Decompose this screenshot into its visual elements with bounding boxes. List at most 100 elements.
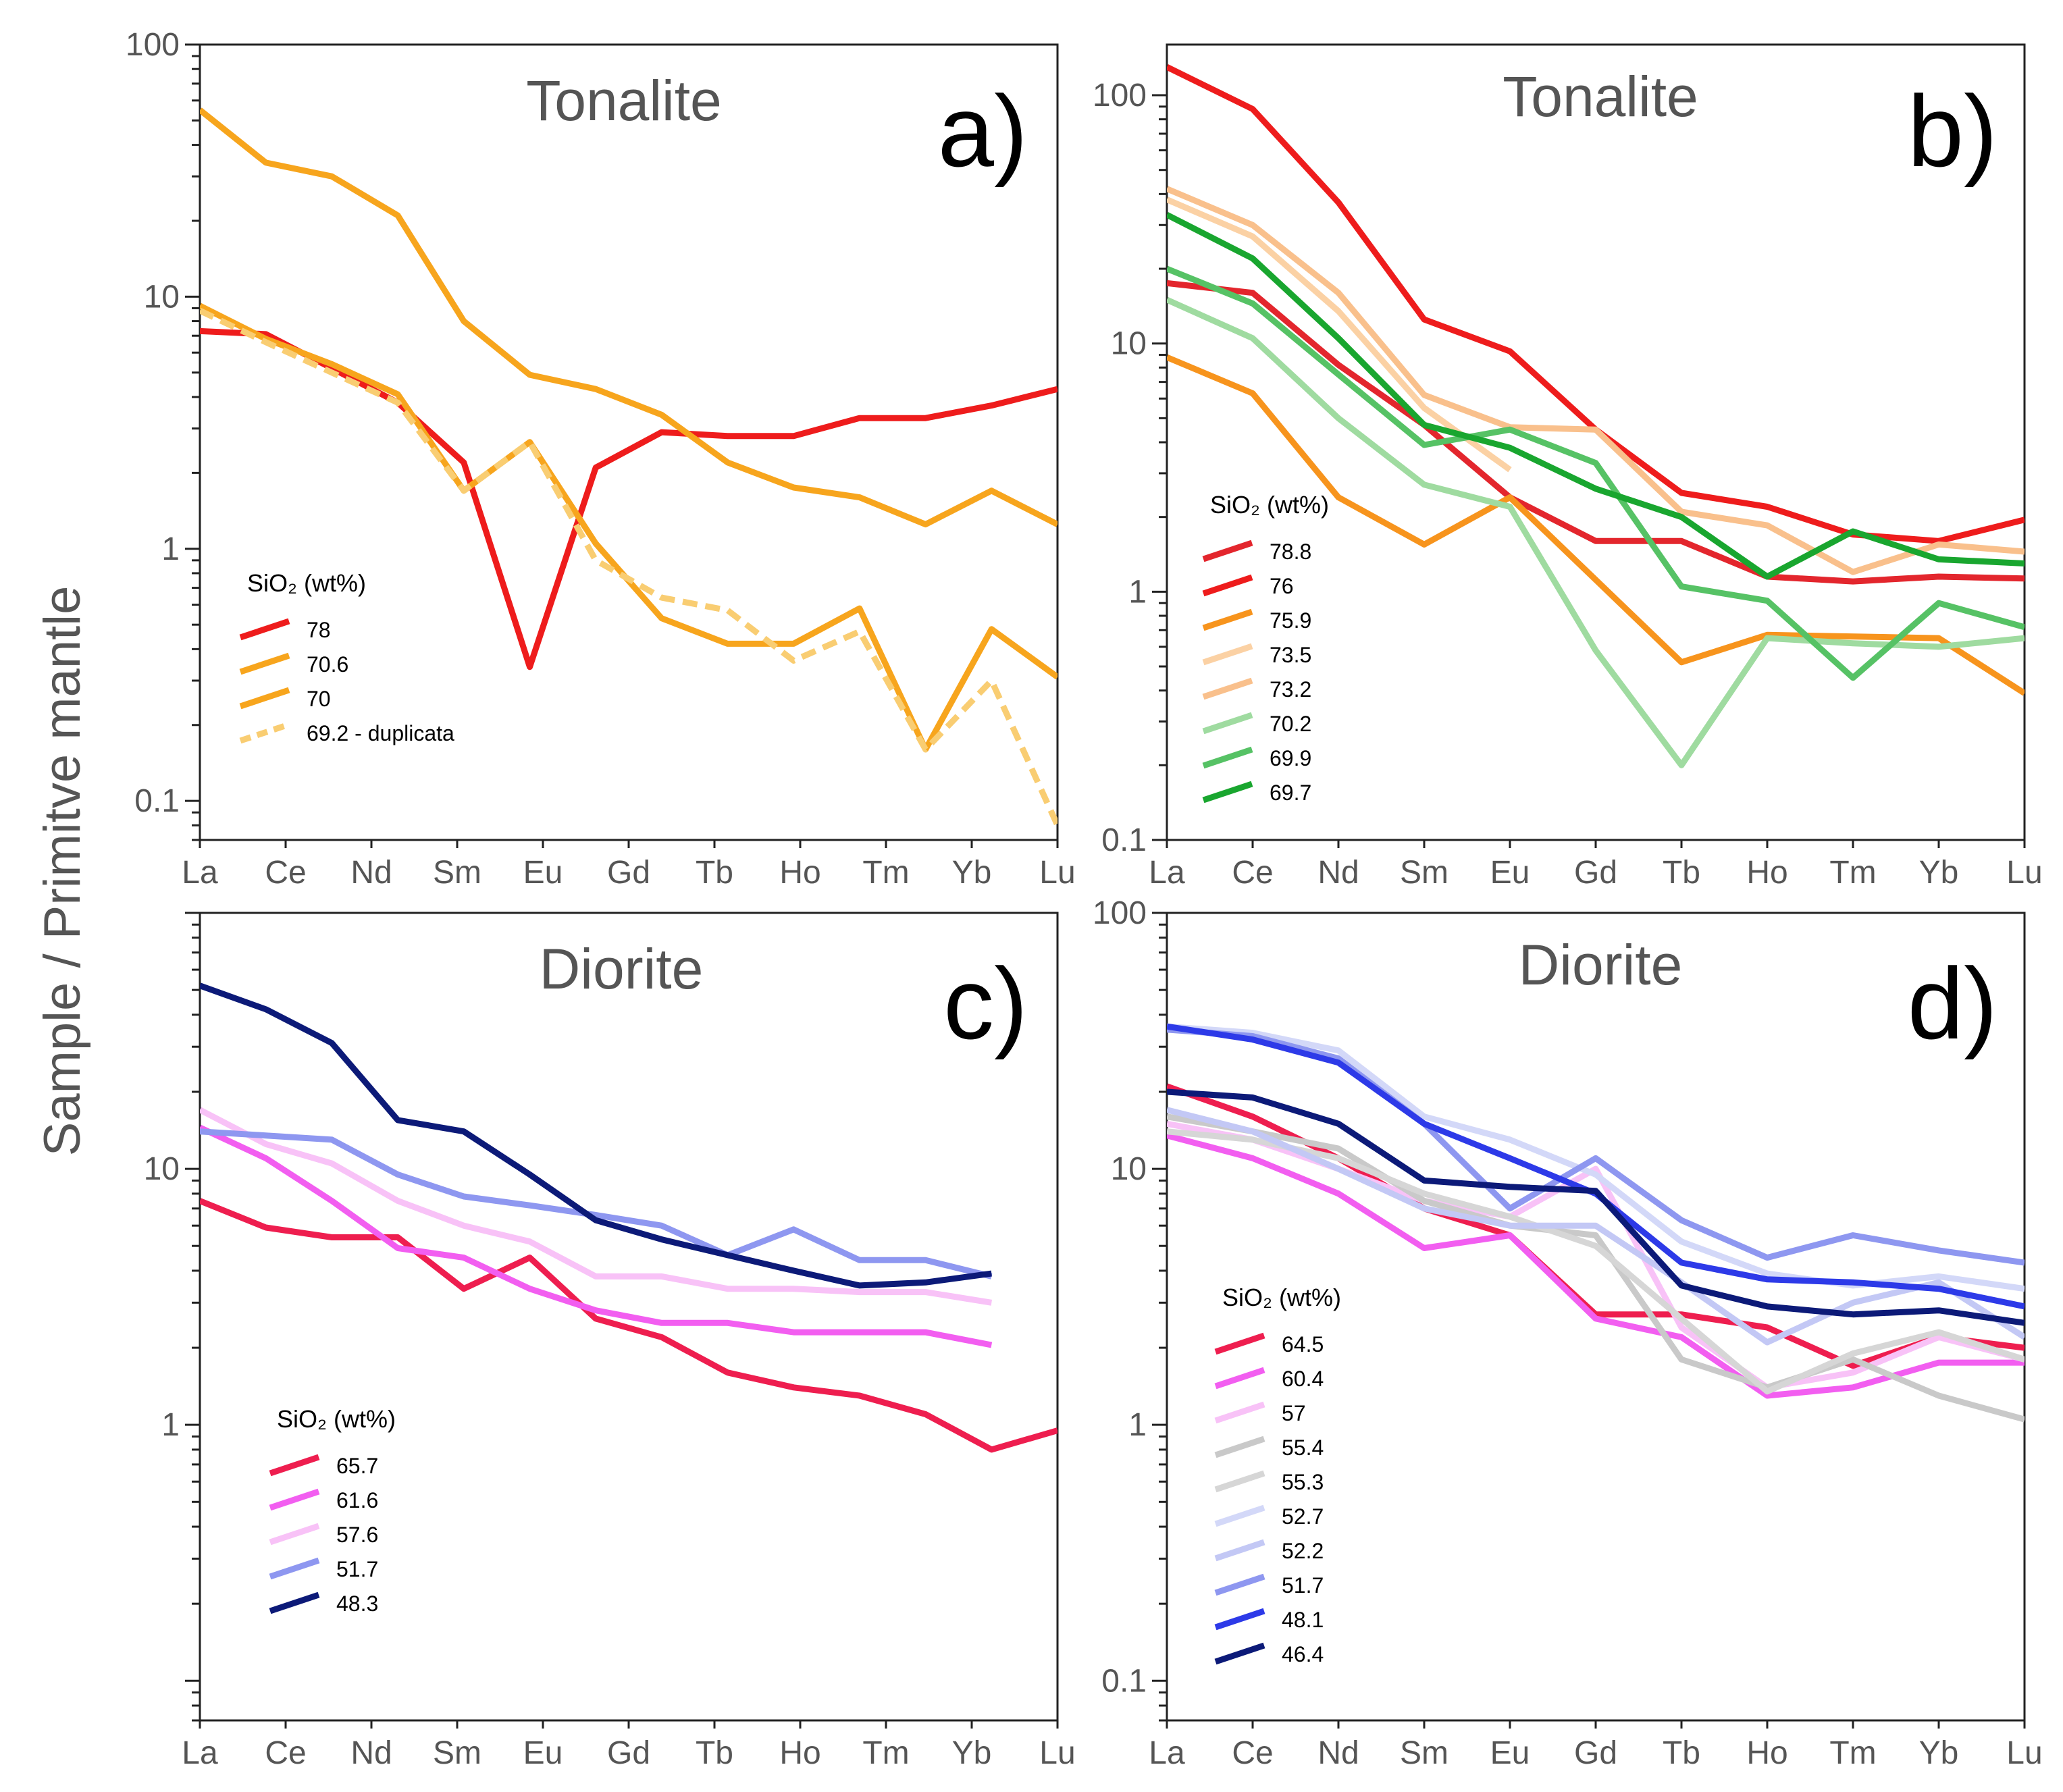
legend-entry: 57: [1282, 1401, 1306, 1425]
y-tick-label: 100: [1093, 895, 1147, 931]
panel-a: La Ce Nd Sm Eu Gd Tb Ho Tm Yb Lu 100 10 1 0.1 Tonalite a…: [126, 27, 1076, 891]
legend-entry: 65.7: [336, 1454, 378, 1478]
legend-entry: 52.2: [1282, 1539, 1324, 1563]
x-tick-label-ce: Ce: [1232, 1735, 1273, 1771]
legend-swatch: [269, 1488, 320, 1511]
legend-entry: 57.6: [336, 1523, 378, 1547]
series-line-48-3: [200, 982, 992, 1289]
legend-entry: 51.7: [336, 1557, 378, 1581]
legend-swatch: [239, 652, 290, 675]
legend-entry: 55.3: [1282, 1470, 1324, 1494]
legend-swatch: [1202, 781, 1253, 803]
legend-entry: 73.5: [1270, 643, 1311, 667]
legend-swatch: [1214, 1539, 1265, 1562]
series-group: [1167, 64, 2025, 768]
series-line-69-2-duplicata: [200, 308, 1057, 827]
legend-swatch: [1214, 1504, 1265, 1527]
legend-entry: 48.3: [336, 1591, 378, 1616]
x-tick-label-eu: Eu: [523, 855, 563, 891]
legend-swatch: [1202, 608, 1253, 631]
y-tick-label: 0.1: [134, 783, 180, 819]
x-tick-label-lu: Lu: [2006, 855, 2042, 891]
legend-entry: 61.6: [336, 1488, 378, 1512]
legend-entry: 55.4: [1282, 1435, 1324, 1460]
series-group: [1167, 1023, 2025, 1423]
legend-entry: 48.1: [1282, 1608, 1324, 1632]
legend-entry: 70.2: [1270, 712, 1311, 736]
legend-swatch: [1214, 1367, 1265, 1390]
y-tick-label: 10: [144, 1151, 180, 1187]
y-tick-label: 1: [1128, 574, 1147, 610]
x-tick-label-gd: Gd: [1574, 1735, 1617, 1771]
legend-entry: 73.2: [1270, 677, 1311, 702]
legend-swatch: [1214, 1332, 1265, 1355]
series-line-51-7: [200, 1128, 993, 1280]
x-tick-label-ho: Ho: [779, 1735, 820, 1771]
x-tick-label-eu: Eu: [1490, 855, 1530, 891]
series-line-69-7: [1167, 212, 2025, 580]
legend-entry: 70.6: [307, 652, 348, 677]
legend-swatch: [1214, 1401, 1265, 1424]
series-group: [200, 107, 1057, 827]
legend-swatch: [1214, 1470, 1265, 1493]
x-tick-label-lu: Lu: [2006, 1735, 2042, 1771]
panel-title: Diorite: [540, 937, 704, 1001]
y-tick-label: 100: [1093, 78, 1147, 113]
legend-swatch: [239, 687, 290, 710]
y-tick-label: 10: [144, 279, 180, 315]
legend-swatch: [1202, 574, 1253, 597]
panel-title: Diorite: [1519, 933, 1683, 997]
x-tick-label-tm: Tm: [1829, 855, 1876, 891]
x-tick-label-ho: Ho: [1746, 855, 1787, 891]
legend-title: SiO₂ (wt%): [277, 1405, 396, 1433]
series-line-78: [200, 327, 1057, 670]
legend-entry: 46.4: [1282, 1642, 1324, 1666]
series-line-78-8: [1167, 280, 2025, 585]
legend: SiO₂ (wt%) 78 70.6 70 69.2 - duplicata: [239, 569, 454, 745]
panel-title: Tonalite: [526, 69, 722, 132]
y-tick-label: 100: [126, 27, 180, 63]
series-line-51-7: [1167, 1026, 2025, 1266]
legend-swatch: [1214, 1435, 1265, 1458]
legend-entry: 69.2 - duplicata: [307, 721, 454, 745]
y-tick-label: 10: [1111, 1151, 1147, 1187]
x-tick-label-nd: Nd: [1317, 855, 1359, 891]
legend: SiO₂ (wt%) 65.7 61.6 57.6 51.7 48.3: [269, 1405, 396, 1616]
y-tick-label: 1: [161, 1407, 180, 1443]
legend-entry: 78.8: [1270, 539, 1311, 564]
legend-swatch: [269, 1523, 320, 1546]
x-tick-label-gd: Gd: [607, 1735, 650, 1771]
legend-entry: 51.7: [1282, 1573, 1324, 1598]
series-line-55-3: [1167, 1128, 2025, 1395]
legend-swatch: [269, 1557, 320, 1580]
series-line-52-2: [1167, 1107, 2025, 1346]
legend-title: SiO₂ (wt%): [1210, 491, 1329, 519]
x-tick-label-lu: Lu: [1039, 1735, 1075, 1771]
legend-entry: 69.9: [1270, 746, 1311, 770]
series-group: [200, 982, 1057, 1453]
x-tick-label-ce: Ce: [1232, 855, 1273, 891]
panel-c: La Ce Nd Sm Eu Gd Tb Ho Tm Yb Lu 10 1 Diorite c) SiO₂ (…: [144, 912, 1076, 1771]
panel-label: c): [943, 947, 1028, 1060]
panel-b: La Ce Nd Sm Eu Gd Tb Ho Tm Yb Lu 100 10 1 0.1 Tonalite b…: [1093, 43, 2043, 891]
legend-title: SiO₂ (wt%): [247, 569, 366, 597]
x-tick-label-sm: Sm: [1400, 1735, 1448, 1771]
series-line-70-2: [1167, 296, 2025, 768]
x-tick-label-tm: Tm: [862, 855, 909, 891]
series-line-61-6: [200, 1124, 993, 1348]
legend-swatch: [1214, 1573, 1265, 1596]
panel-d: La Ce Nd Sm Eu Gd Tb Ho Tm Yb Lu 100 10 1 0.1 Diorite d)…: [1093, 895, 2043, 1771]
x-tick-label-tm: Tm: [1829, 1735, 1876, 1771]
legend-entry: 52.7: [1282, 1504, 1324, 1529]
series-line-69-9: [1167, 265, 2025, 681]
x-tick-label-yb: Yb: [952, 855, 992, 891]
legend-swatch: [1202, 746, 1253, 769]
legend-entry: 64.5: [1282, 1332, 1324, 1356]
panel-label: d): [1908, 947, 1997, 1060]
x-tick-label-ho: Ho: [1746, 1735, 1787, 1771]
x-tick-label-tb: Tb: [1663, 855, 1700, 891]
legend-entry: 78: [307, 618, 331, 642]
x-tick-label-nd: Nd: [350, 855, 392, 891]
y-tick-label: 1: [1128, 1407, 1147, 1443]
